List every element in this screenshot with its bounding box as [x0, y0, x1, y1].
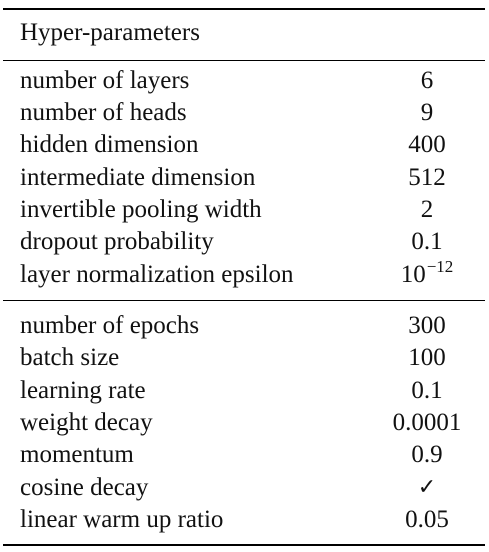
table-row: batch size 100 — [3, 342, 485, 374]
param-value: 0.9 — [411, 441, 443, 468]
param-value: 0.0001 — [392, 409, 462, 436]
param-value: 6 — [420, 67, 434, 94]
table-row: number of layers 6 — [3, 65, 485, 97]
param-value: 512 — [408, 164, 446, 191]
table-row: dropout probability 0.1 — [3, 226, 485, 258]
param-value: 2 — [420, 196, 434, 223]
param-label: momentum — [20, 441, 134, 468]
param-label: invertible pooling width — [20, 196, 262, 223]
value-exponent: −12 — [426, 257, 454, 276]
param-value: 0.1 — [411, 377, 443, 404]
param-label: intermediate dimension — [20, 164, 256, 191]
param-label: learning rate — [20, 377, 146, 404]
param-label: number of layers — [20, 67, 190, 94]
table-row: hidden dimension 400 — [3, 129, 485, 161]
table-row: invertible pooling width 2 — [3, 194, 485, 226]
table-row: weight decay 0.0001 — [3, 407, 485, 439]
param-label: cosine decay — [20, 474, 149, 501]
param-value: 9 — [420, 99, 434, 126]
table-row: learning rate 0.1 — [3, 375, 485, 407]
table-row: cosine decay ✓ — [3, 472, 485, 504]
param-value: 400 — [408, 131, 446, 158]
param-value: 300 — [408, 312, 446, 339]
table-row: linear warm up ratio 0.05 — [3, 504, 485, 536]
bottom-rule — [3, 544, 485, 547]
header-title: Hyper-parameters — [20, 19, 200, 46]
param-value: 10−12 — [369, 257, 485, 293]
header-row: Hyper-parameters — [3, 17, 485, 49]
param-label: layer normalization epsilon — [20, 261, 294, 288]
param-value: 0.05 — [405, 506, 449, 533]
top-rule — [3, 8, 485, 11]
param-label: dropout probability — [20, 228, 214, 255]
checkmark-icon: ✓ — [417, 475, 437, 500]
param-label: batch size — [20, 344, 120, 371]
value-base: 10 — [400, 261, 426, 288]
header-rule — [3, 60, 485, 62]
param-value: 0.1 — [411, 228, 443, 255]
param-label: linear warm up ratio — [20, 506, 224, 533]
param-label: number of epochs — [20, 312, 200, 339]
table-row: number of heads 9 — [3, 97, 485, 129]
param-label: weight decay — [20, 409, 153, 436]
param-label: hidden dimension — [20, 131, 199, 158]
param-label: number of heads — [20, 99, 187, 126]
table-row: intermediate dimension 512 — [3, 162, 485, 194]
table-row: momentum 0.9 — [3, 439, 485, 471]
param-value: 100 — [408, 344, 446, 371]
section-rule — [3, 300, 485, 302]
table-row: number of epochs 300 — [3, 310, 485, 342]
table-row: layer normalization epsilon 10−12 — [3, 257, 485, 293]
